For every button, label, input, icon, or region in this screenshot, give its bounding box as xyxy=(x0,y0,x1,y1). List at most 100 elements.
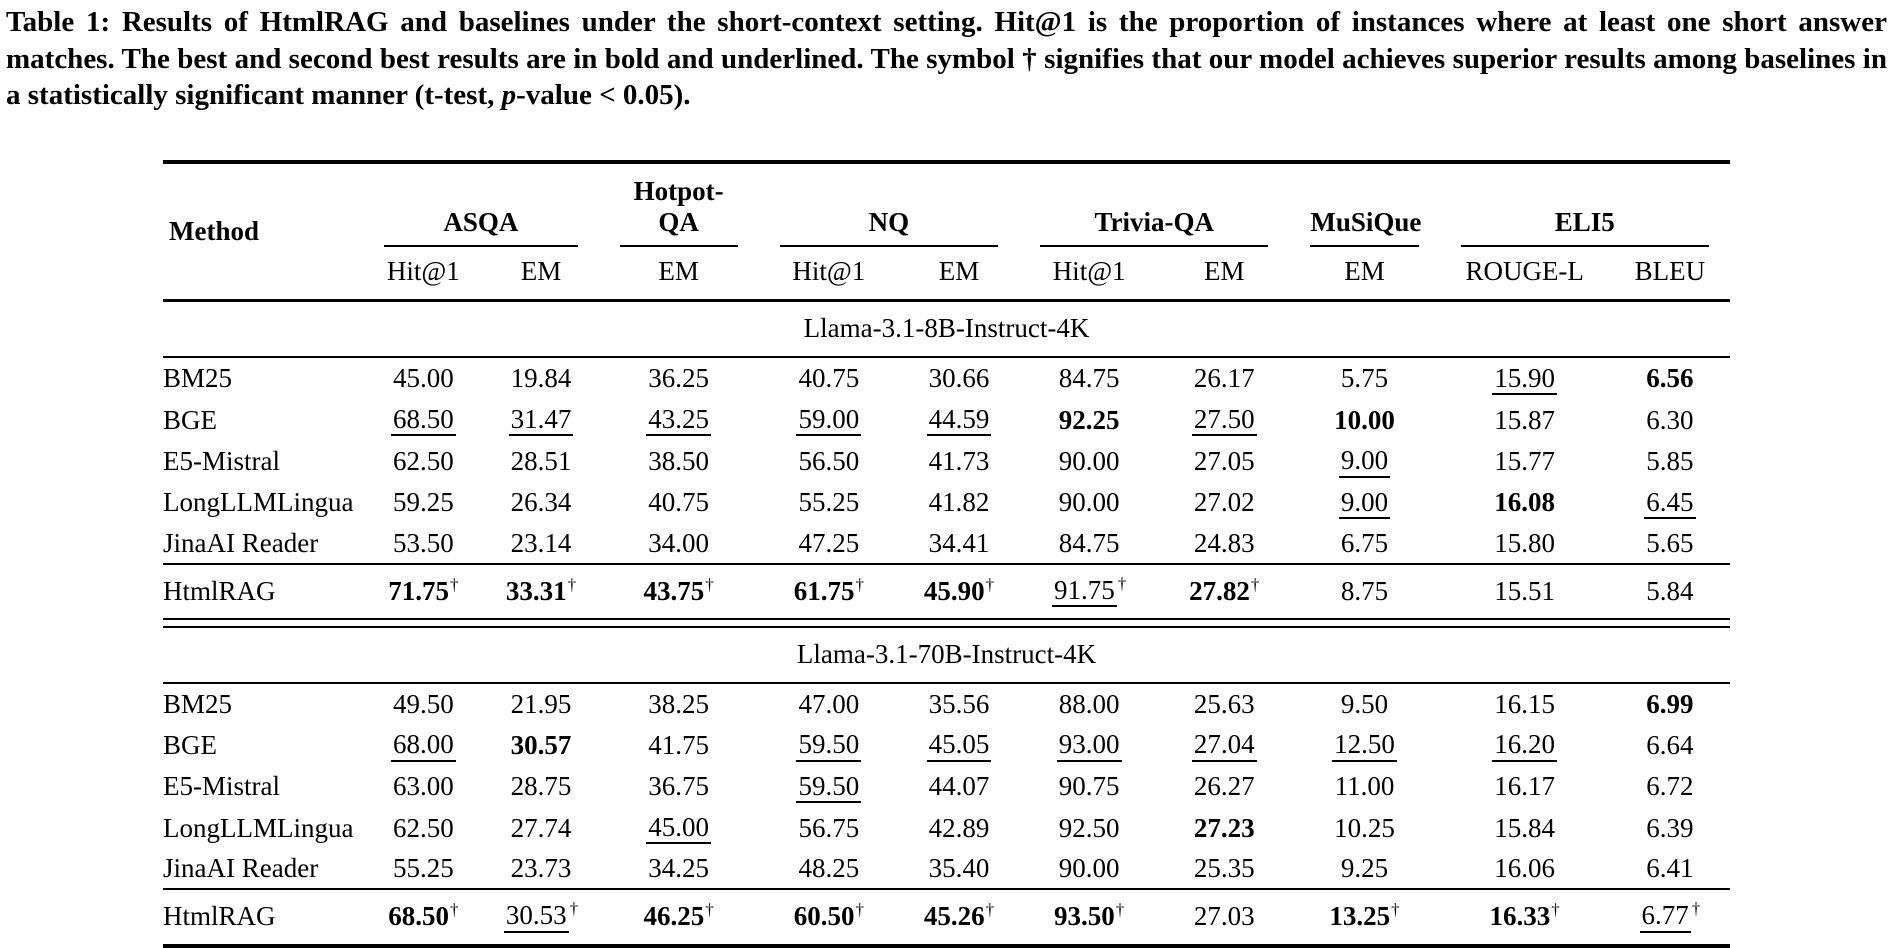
dagger-symbol: † xyxy=(449,574,459,594)
table-row: E5-Mistral 63.00 28.75 36.75 59.50 44.07 90.75… xyxy=(163,766,1730,807)
method-cell: E5-Mistral xyxy=(163,445,280,476)
metric-value: 40.75 xyxy=(648,487,710,518)
value-cell: 34.00 xyxy=(599,523,759,564)
value-cell: 15.87 xyxy=(1440,399,1610,440)
metric-value: 42.89 xyxy=(928,812,990,843)
dagger-symbol: † xyxy=(567,574,577,594)
value-cell: 61.75† xyxy=(758,562,899,620)
metric-value: 34.00 xyxy=(648,527,710,558)
metric-value: 36.25 xyxy=(648,363,710,394)
metric-value: 6.45 xyxy=(1644,487,1696,519)
metric-value: 61.75 xyxy=(793,575,855,606)
table-row: JinaAI Reader 55.25 23.73 34.25 48.25 35.40 90… xyxy=(163,848,1730,889)
value-cell: 31.47 xyxy=(483,399,598,440)
metric-value: 26.27 xyxy=(1193,771,1255,802)
method-cell: JinaAI Reader xyxy=(163,853,319,884)
value-cell: 53.50 xyxy=(363,523,483,564)
metric-value: 16.15 xyxy=(1494,689,1556,720)
metric-value: 27.02 xyxy=(1193,487,1255,518)
metric-value: 30.57 xyxy=(510,729,572,760)
value-cell: 40.75 xyxy=(599,482,759,523)
metric-value: 68.50 xyxy=(388,901,449,932)
value-cell: 33.31† xyxy=(483,562,599,620)
value-cell: 45.00 xyxy=(363,357,483,399)
metric-value: 10.00 xyxy=(1334,404,1395,435)
value-cell: 5.75 xyxy=(1289,357,1439,399)
value-cell: 6.75 xyxy=(1289,523,1439,564)
col-header-trivia-hit1: Hit@1 xyxy=(1019,247,1160,302)
caption-text-end: -value < 0.05). xyxy=(516,79,691,112)
metric-value: 26.17 xyxy=(1193,363,1255,394)
value-cell: 93.00 xyxy=(1019,724,1159,765)
results-table: Method ASQA Hotpot-QA NQ Trivia-QA MuSiQ… xyxy=(163,159,1730,948)
value-cell: 34.41 xyxy=(899,523,1019,564)
group-label: NQ xyxy=(779,207,999,247)
section-title: Llama-3.1-70B-Instruct-4K xyxy=(163,627,1730,685)
value-cell: 9.50 xyxy=(1289,683,1439,724)
value-cell: 16.15 xyxy=(1440,683,1610,724)
metric-value: 6.64 xyxy=(1646,729,1694,760)
dagger-symbol: † xyxy=(705,900,714,920)
value-cell: 41.82 xyxy=(899,482,1019,523)
group-label: MuSiQue xyxy=(1310,207,1421,247)
value-cell: 6.30 xyxy=(1610,399,1730,440)
metric-value: 6.75 xyxy=(1340,527,1389,558)
metric-value: 47.00 xyxy=(798,689,860,720)
dagger-symbol: † xyxy=(1691,899,1701,919)
dagger-symbol: † xyxy=(1391,900,1400,920)
value-cell: 34.25 xyxy=(599,848,759,889)
metric-value: 5.84 xyxy=(1646,575,1694,606)
value-cell: 90.00 xyxy=(1019,848,1159,889)
metric-value: 41.73 xyxy=(928,445,990,476)
value-cell: 8.75 xyxy=(1289,562,1440,620)
metric-value: 59.25 xyxy=(392,487,454,518)
value-cell: 92.25 xyxy=(1019,399,1159,440)
metric-value: 84.75 xyxy=(1058,527,1120,558)
value-cell: 21.95 xyxy=(483,683,598,724)
dagger-symbol: † xyxy=(569,899,579,919)
table-body: Llama-3.1-8B-Instruct-4K BM25 45.00 19.84 36… xyxy=(163,300,1730,946)
value-cell: 92.50 xyxy=(1019,807,1159,848)
metric-value: 12.50 xyxy=(1332,730,1397,762)
metric-value: 84.75 xyxy=(1058,363,1120,394)
method-cell: BGE xyxy=(163,729,217,760)
group-label: ELI5 xyxy=(1460,207,1709,247)
value-cell: 27.50 xyxy=(1159,399,1289,440)
value-cell: 30.57 xyxy=(483,724,598,765)
value-cell: 60.50† xyxy=(758,888,899,946)
metric-value: 15.90 xyxy=(1492,363,1558,395)
metric-value: 59.00 xyxy=(796,405,862,437)
value-cell: 6.39 xyxy=(1610,807,1730,848)
group-label: Trivia-QA xyxy=(1040,207,1269,247)
section-title-row: Llama-3.1-8B-Instruct-4K xyxy=(163,300,1730,358)
metric-value: 16.17 xyxy=(1494,771,1556,802)
table-row: BM25 49.50 21.95 38.25 47.00 35.56 88.00 25.63 9… xyxy=(163,683,1730,724)
table-row: LongLLMLingua 62.50 27.74 45.00 56.75 42.89 92… xyxy=(163,807,1730,848)
value-cell: 47.00 xyxy=(759,683,899,724)
metric-value: 49.50 xyxy=(392,689,454,720)
value-cell: 62.50 xyxy=(363,807,483,848)
metric-value: 62.50 xyxy=(392,445,454,476)
metric-value: 59.50 xyxy=(796,730,862,762)
value-cell: 5.84 xyxy=(1609,562,1730,620)
metric-value: 24.83 xyxy=(1193,527,1255,558)
method-cell: LongLLMLingua xyxy=(163,812,354,843)
col-header-nq-hit1: Hit@1 xyxy=(758,247,899,302)
value-cell: 42.89 xyxy=(899,807,1019,848)
col-header-eli5-rouge-l: ROUGE-L xyxy=(1439,247,1610,302)
metric-value: 41.82 xyxy=(928,487,990,518)
caption-text: Table 1: Results of HtmlRAG and baseline… xyxy=(6,6,1887,112)
method-cell: E5-Mistral xyxy=(163,771,280,802)
value-cell: 90.00 xyxy=(1019,440,1159,481)
value-cell: 68.00 xyxy=(363,724,483,765)
metric-value: 30.66 xyxy=(928,363,990,394)
metric-value: 33.31 xyxy=(505,575,567,606)
metric-value: 9.00 xyxy=(1338,446,1391,478)
metric-value: 71.75 xyxy=(388,575,449,606)
metric-value: 56.50 xyxy=(798,445,860,476)
dagger-symbol: † xyxy=(1115,900,1125,920)
value-cell: 16.20 xyxy=(1440,724,1610,765)
metric-value: 46.25 xyxy=(643,901,705,932)
metric-value: 34.25 xyxy=(648,853,710,884)
value-cell: 16.33† xyxy=(1439,888,1610,946)
